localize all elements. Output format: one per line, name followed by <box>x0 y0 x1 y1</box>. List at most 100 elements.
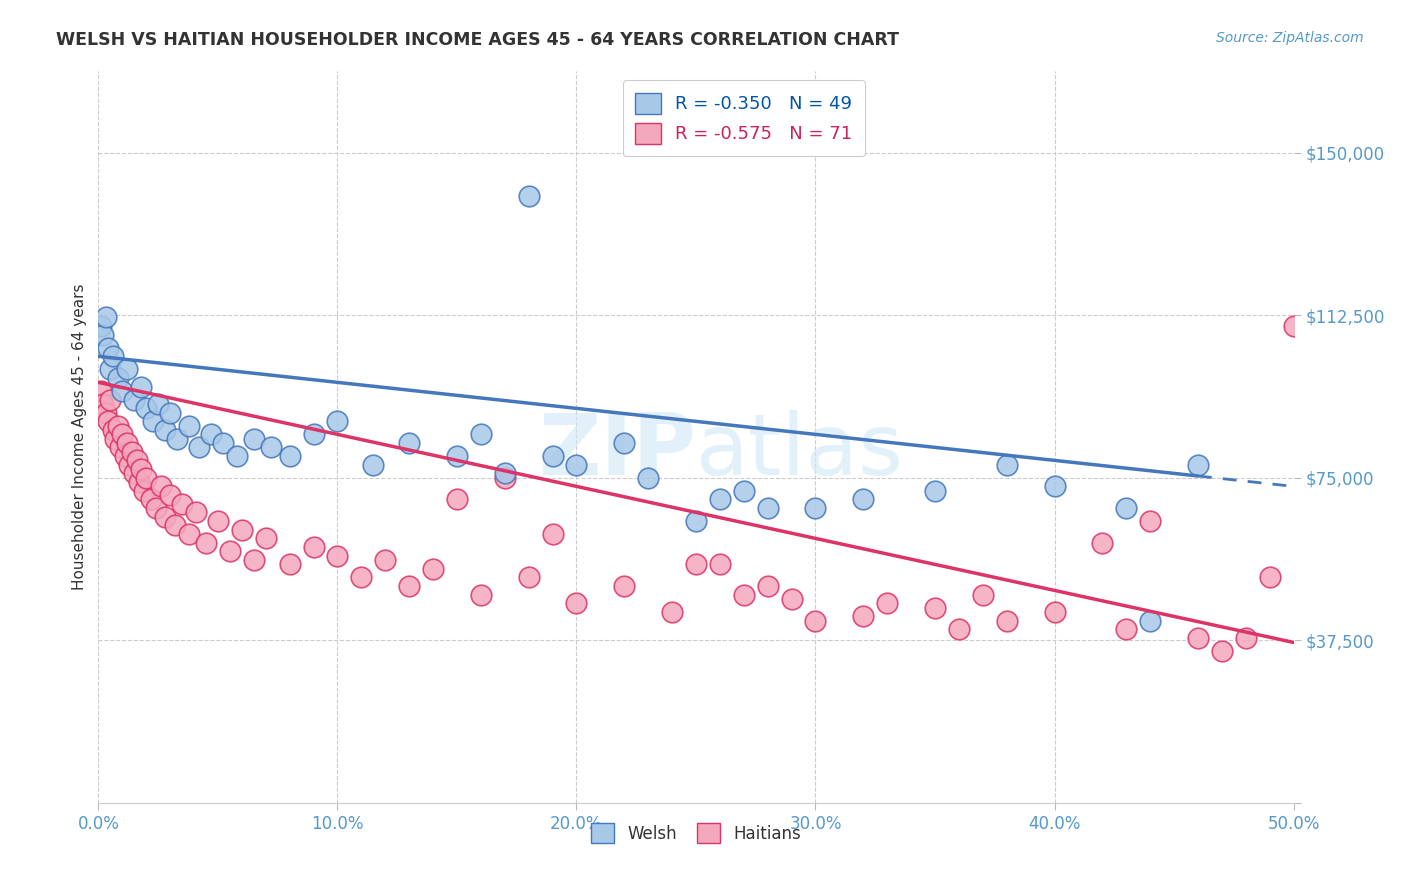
Point <box>243 553 266 567</box>
Point <box>131 380 153 394</box>
Point <box>1187 458 1209 472</box>
Point <box>1187 631 1209 645</box>
Point <box>565 596 588 610</box>
Point <box>115 436 138 450</box>
Point <box>1258 570 1281 584</box>
Point <box>541 449 564 463</box>
Point <box>972 588 994 602</box>
Point <box>733 483 755 498</box>
Point <box>852 609 875 624</box>
Point <box>302 427 325 442</box>
Point <box>374 553 396 567</box>
Point <box>211 436 233 450</box>
Point <box>91 397 114 411</box>
Point <box>302 540 325 554</box>
Point <box>107 418 129 433</box>
Point <box>104 432 127 446</box>
Point <box>142 414 165 428</box>
Point <box>128 475 150 489</box>
Point <box>398 436 420 450</box>
Point <box>187 441 209 455</box>
Point <box>278 449 301 463</box>
Point <box>756 501 779 516</box>
Point <box>131 462 153 476</box>
Point <box>422 562 444 576</box>
Point <box>166 432 188 446</box>
Point <box>756 579 779 593</box>
Point <box>709 492 731 507</box>
Point <box>565 458 588 472</box>
Point <box>363 458 385 472</box>
Point <box>995 458 1018 472</box>
Point <box>517 189 540 203</box>
Point <box>470 427 492 442</box>
Point <box>685 558 707 572</box>
Point <box>155 509 177 524</box>
Point <box>91 327 114 342</box>
Point <box>145 501 167 516</box>
Point <box>155 423 177 437</box>
Point <box>661 605 683 619</box>
Point <box>1091 535 1114 549</box>
Point <box>101 423 124 437</box>
Point <box>613 436 636 450</box>
Point <box>924 600 946 615</box>
Point <box>1043 479 1066 493</box>
Point <box>135 401 157 416</box>
Point <box>243 432 266 446</box>
Point <box>111 384 134 398</box>
Point <box>179 418 201 433</box>
Point <box>709 558 731 572</box>
Point <box>101 349 124 363</box>
Y-axis label: Householder Income Ages 45 - 64 years: Householder Income Ages 45 - 64 years <box>72 284 87 591</box>
Point <box>195 535 218 549</box>
Text: ZIP: ZIP <box>538 410 696 493</box>
Point <box>517 570 540 584</box>
Point <box>1234 631 1257 645</box>
Text: WELSH VS HAITIAN HOUSEHOLDER INCOME AGES 45 - 64 YEARS CORRELATION CHART: WELSH VS HAITIAN HOUSEHOLDER INCOME AGES… <box>56 31 900 49</box>
Point <box>90 384 112 398</box>
Point <box>733 588 755 602</box>
Point <box>132 483 155 498</box>
Point <box>948 623 970 637</box>
Point <box>90 318 112 333</box>
Point <box>115 362 138 376</box>
Point <box>1115 501 1137 516</box>
Point <box>186 505 208 519</box>
Point <box>135 471 157 485</box>
Point <box>114 449 136 463</box>
Point <box>159 406 181 420</box>
Point <box>118 458 141 472</box>
Text: Source: ZipAtlas.com: Source: ZipAtlas.com <box>1216 31 1364 45</box>
Point <box>124 392 146 407</box>
Point <box>200 427 222 442</box>
Point <box>326 549 349 563</box>
Point <box>149 479 172 493</box>
Point <box>494 471 516 485</box>
Point <box>226 449 249 463</box>
Point <box>97 414 120 428</box>
Point <box>350 570 373 584</box>
Point <box>852 492 875 507</box>
Point <box>159 488 181 502</box>
Point <box>637 471 659 485</box>
Point <box>148 397 170 411</box>
Point <box>172 497 194 511</box>
Point <box>876 596 898 610</box>
Point <box>1139 614 1161 628</box>
Point <box>207 514 229 528</box>
Point <box>124 467 146 481</box>
Text: atlas: atlas <box>696 410 904 493</box>
Point <box>1282 318 1305 333</box>
Point <box>121 444 143 458</box>
Point <box>780 592 803 607</box>
Point <box>94 406 117 420</box>
Point <box>804 501 827 516</box>
Point <box>219 544 242 558</box>
Point <box>804 614 827 628</box>
Point <box>1139 514 1161 528</box>
Point <box>111 427 134 442</box>
Point <box>179 527 201 541</box>
Point <box>97 341 120 355</box>
Point <box>494 467 516 481</box>
